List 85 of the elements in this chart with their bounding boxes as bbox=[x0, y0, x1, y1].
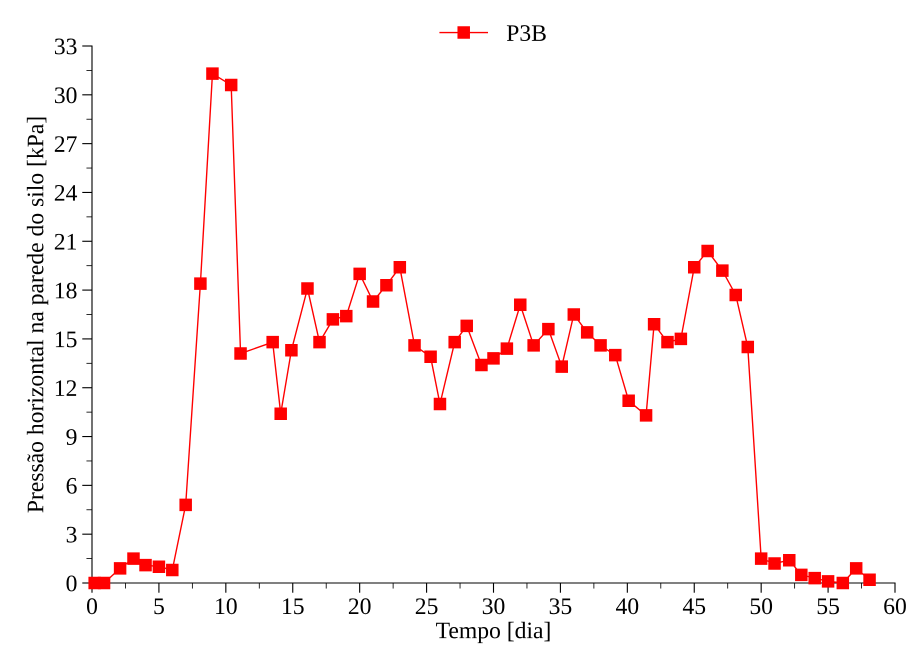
point bbox=[808, 572, 821, 584]
y-tick-label: 21 bbox=[54, 234, 76, 250]
point bbox=[353, 268, 366, 280]
point bbox=[313, 336, 326, 348]
point bbox=[301, 282, 314, 295]
point bbox=[822, 575, 834, 588]
point bbox=[166, 564, 179, 576]
point bbox=[152, 560, 166, 573]
point bbox=[863, 573, 876, 586]
y-tick-label: 30 bbox=[54, 87, 77, 104]
x-tick-label: 50 bbox=[750, 598, 772, 614]
point bbox=[274, 408, 287, 420]
point bbox=[674, 332, 688, 346]
point bbox=[609, 348, 622, 362]
x-tick-label: 40 bbox=[616, 598, 638, 614]
y-tick-label: 24 bbox=[54, 185, 78, 201]
y-tick-label: 12 bbox=[56, 380, 76, 396]
point bbox=[475, 358, 488, 372]
x-tick-label: 5 bbox=[154, 598, 164, 614]
point bbox=[836, 576, 850, 590]
point bbox=[568, 308, 580, 321]
y-tick-label: 33 bbox=[54, 38, 76, 54]
point bbox=[527, 339, 540, 352]
x-tick-label: 20 bbox=[348, 598, 371, 614]
point bbox=[448, 336, 461, 348]
point bbox=[114, 562, 126, 575]
x-tick-label: 45 bbox=[682, 598, 706, 614]
point bbox=[98, 576, 110, 590]
x-tick-label: 30 bbox=[482, 598, 504, 614]
point bbox=[224, 78, 238, 92]
point bbox=[194, 277, 207, 290]
point bbox=[366, 295, 380, 308]
point bbox=[795, 568, 808, 582]
point bbox=[580, 326, 594, 339]
point bbox=[729, 288, 742, 302]
y-tick-label: 18 bbox=[56, 282, 77, 299]
point bbox=[648, 318, 660, 331]
point bbox=[234, 347, 247, 360]
point bbox=[434, 398, 446, 410]
point bbox=[783, 554, 796, 566]
point bbox=[754, 552, 768, 565]
point bbox=[380, 278, 393, 292]
y-axis-title: Pressão horizontal na parede do silo [kPa] bbox=[26, 118, 48, 512]
legend-label: P3B bbox=[506, 25, 546, 42]
point bbox=[460, 320, 473, 332]
point bbox=[716, 264, 729, 277]
x-tick-label: 60 bbox=[884, 598, 906, 614]
y-tick-label: 27 bbox=[54, 136, 77, 152]
point bbox=[179, 498, 192, 512]
y-tick-label: 0 bbox=[66, 575, 77, 592]
point bbox=[424, 350, 437, 364]
point bbox=[340, 310, 353, 322]
x-tick-label: 25 bbox=[416, 598, 438, 614]
point bbox=[701, 244, 714, 258]
point bbox=[556, 360, 568, 373]
x-tick-label: 35 bbox=[550, 598, 572, 614]
point bbox=[394, 261, 406, 274]
point bbox=[742, 340, 754, 354]
y-tick-label: 9 bbox=[66, 429, 76, 445]
y-tick-label: 3 bbox=[66, 526, 76, 543]
point bbox=[688, 261, 700, 274]
point bbox=[206, 67, 219, 80]
point bbox=[266, 336, 279, 348]
point bbox=[622, 394, 635, 407]
y-tick-label: 15 bbox=[56, 332, 76, 348]
point bbox=[139, 558, 152, 572]
x-tick-label: 55 bbox=[818, 598, 839, 614]
x-tick-label: 0 bbox=[86, 598, 98, 614]
point bbox=[127, 552, 140, 565]
x-axis-title: Tempo [dia] bbox=[436, 622, 550, 644]
x-tick-label: 15 bbox=[283, 598, 304, 614]
point bbox=[514, 298, 527, 311]
point bbox=[408, 339, 421, 352]
point bbox=[850, 562, 862, 575]
point bbox=[326, 313, 340, 326]
point bbox=[542, 322, 555, 336]
point bbox=[285, 344, 298, 357]
point bbox=[661, 336, 674, 348]
x-tick-label: 10 bbox=[216, 598, 237, 614]
point bbox=[487, 352, 500, 365]
point bbox=[768, 557, 781, 570]
point bbox=[500, 342, 514, 355]
point bbox=[640, 409, 652, 422]
point bbox=[594, 339, 607, 352]
y-tick-label: 6 bbox=[66, 478, 77, 494]
